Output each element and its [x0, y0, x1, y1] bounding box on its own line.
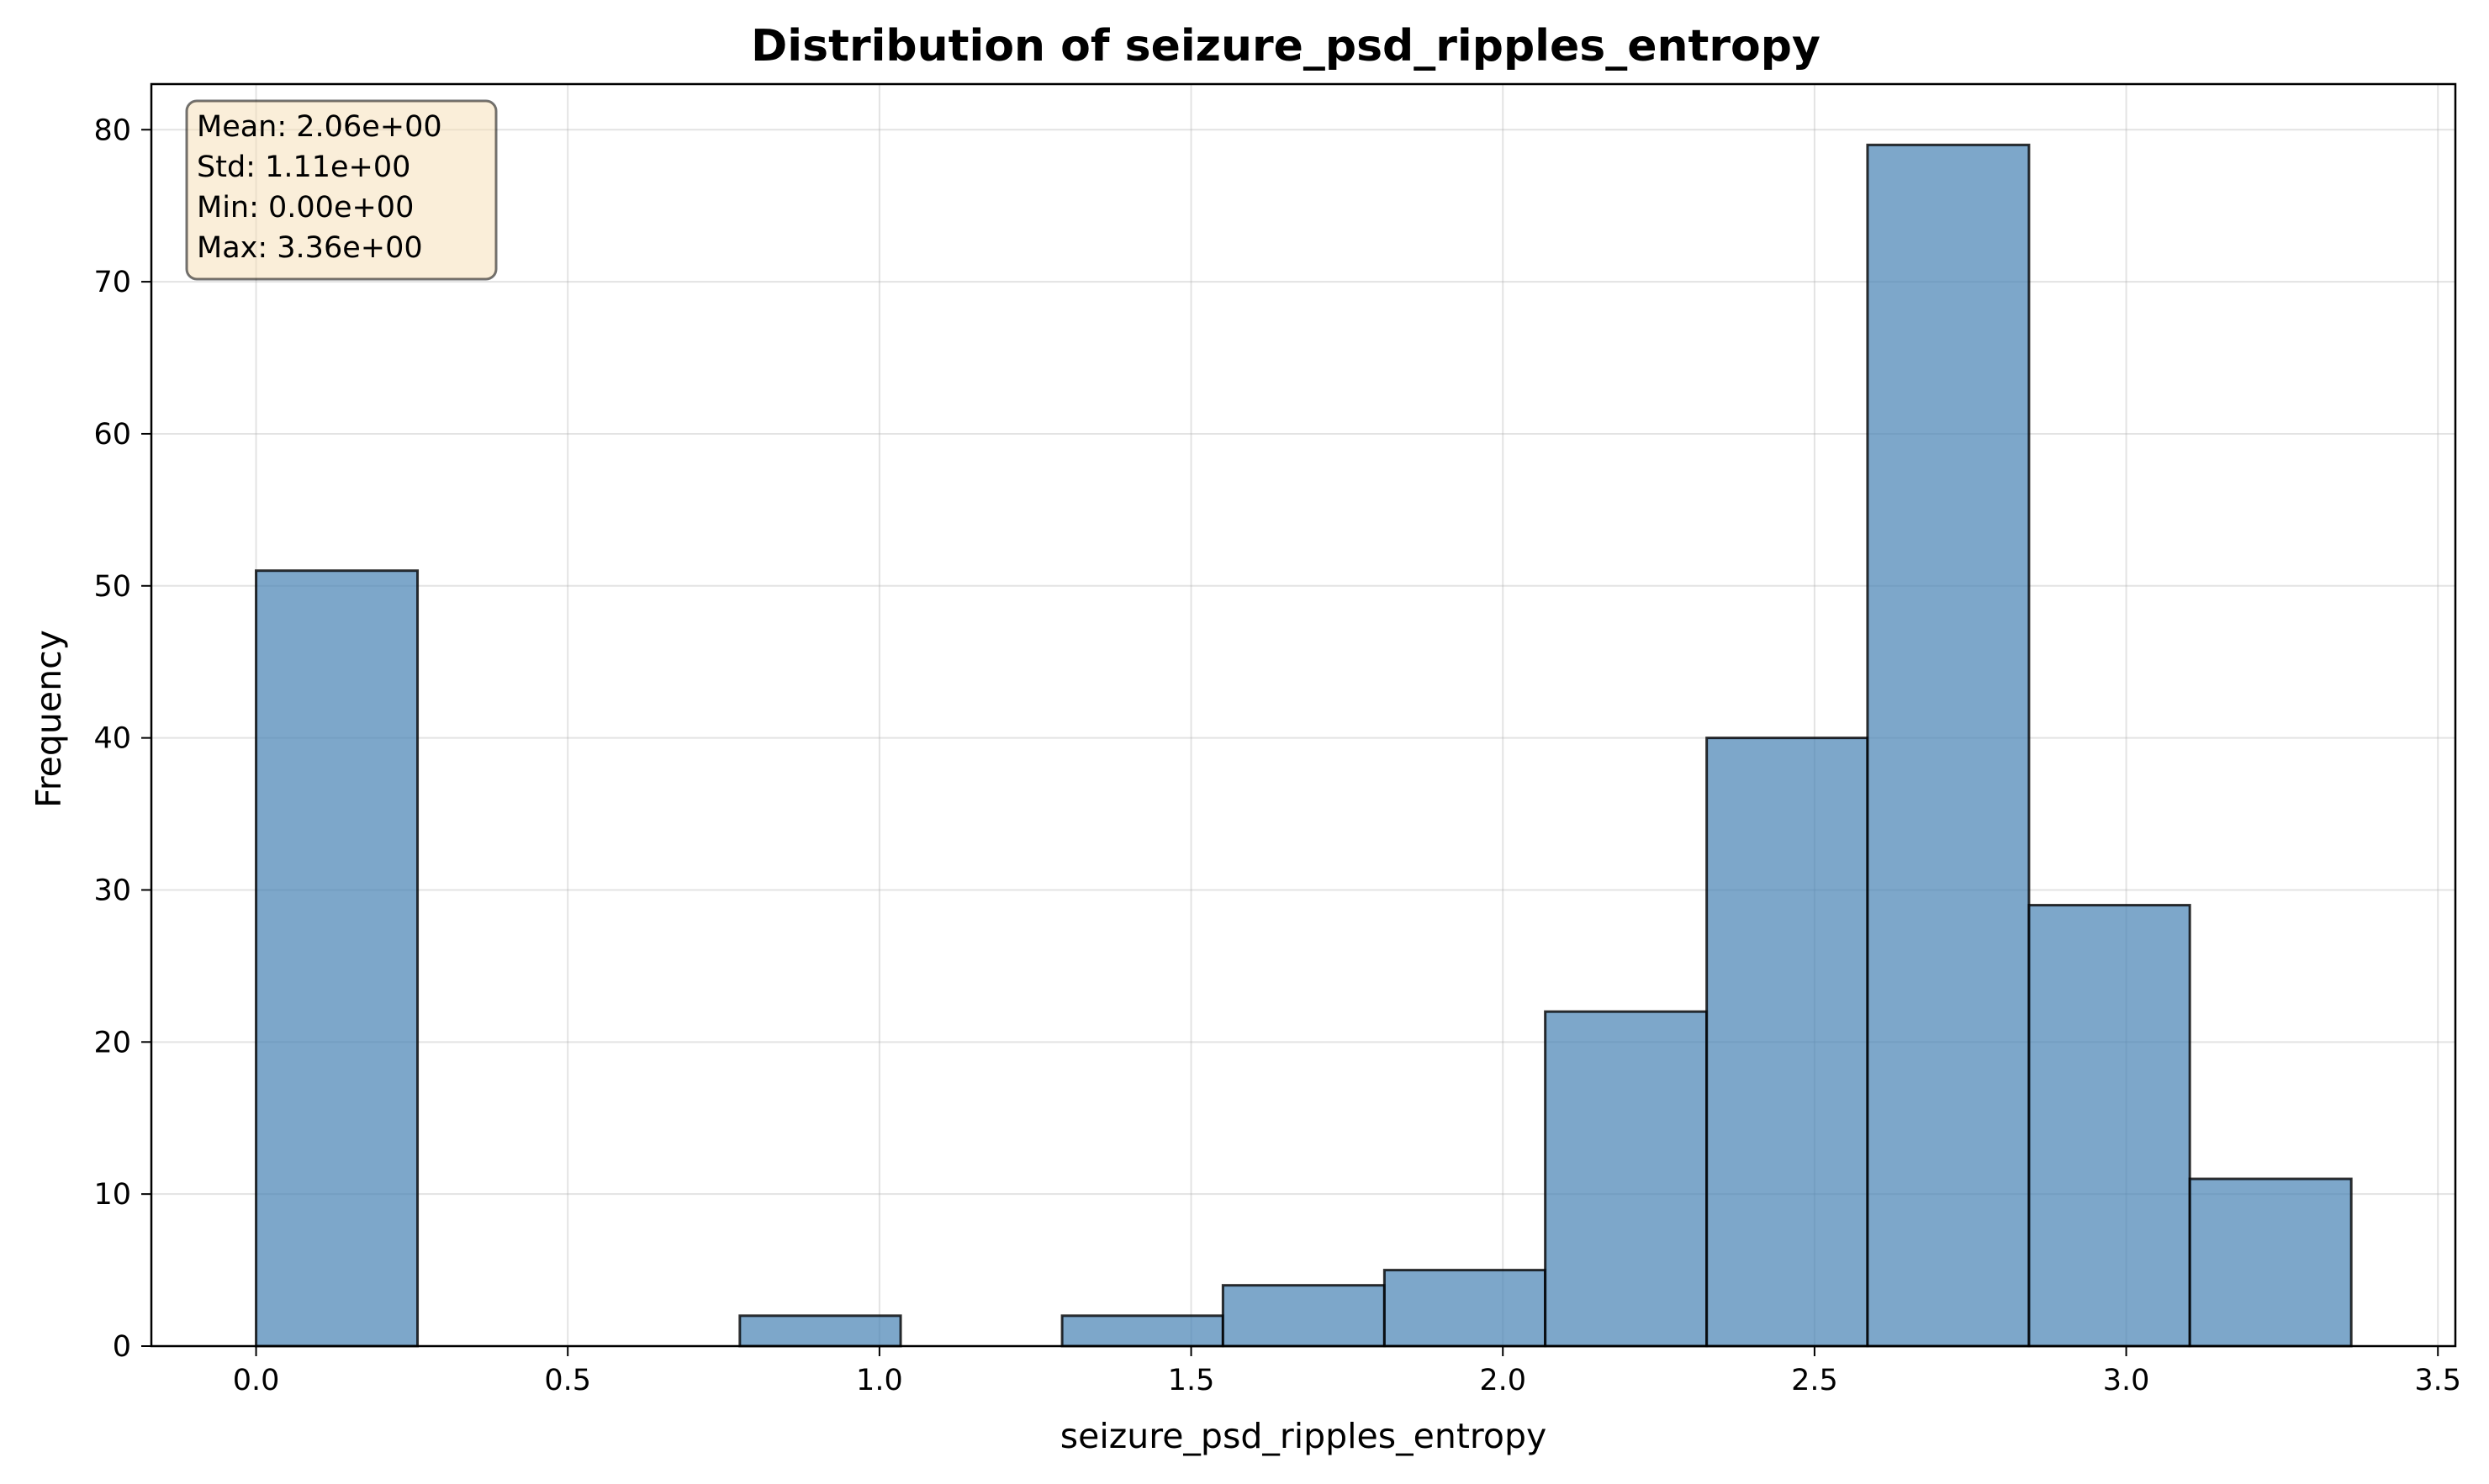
- y-tick-label-1: 10: [93, 1178, 131, 1212]
- stats-min: Min: 0.00e+00: [197, 191, 414, 224]
- x-tick-label-1: 0.5: [544, 1364, 591, 1397]
- histogram-bar-12: [2188, 1177, 2353, 1348]
- x-axis-ticks: 0.0 0.5 1.0 1.5 2.0 2.5 3.0 3.5: [233, 1346, 2461, 1397]
- y-tick-label-0: 0: [113, 1330, 131, 1364]
- stats-max: Max: 3.36e+00: [197, 231, 423, 265]
- x-tick-label-0: 0.0: [233, 1364, 280, 1397]
- x-tick-label-3: 1.5: [1168, 1364, 1215, 1397]
- grid: [151, 84, 2455, 1347]
- histogram-bar-11: [2027, 904, 2191, 1348]
- y-tick-label-8: 80: [93, 114, 131, 147]
- histogram-bar-0: [255, 569, 420, 1348]
- histogram-bar-3: [738, 1314, 902, 1348]
- y-tick-label-5: 50: [93, 570, 131, 604]
- histogram-bar-10: [1866, 143, 2031, 1348]
- stats-box: [185, 99, 498, 281]
- histogram-bar-8: [1544, 1010, 1709, 1348]
- histogram-bar-9: [1705, 737, 1869, 1348]
- histogram-bar-5: [1060, 1314, 1224, 1348]
- y-tick-label-3: 30: [93, 874, 131, 907]
- stats-annotation: Mean: 2.06e+00 Std: 1.11e+00 Min: 0.00e+…: [185, 99, 498, 281]
- x-tick-label-4: 2.0: [1479, 1364, 1526, 1397]
- y-tick-label-4: 40: [93, 722, 131, 756]
- x-tick-label-5: 2.5: [1791, 1364, 1838, 1397]
- histogram-bar-6: [1221, 1284, 1386, 1348]
- x-tick-label-2: 1.0: [856, 1364, 903, 1397]
- y-tick-label-2: 20: [93, 1026, 131, 1059]
- bars: [255, 143, 2353, 1348]
- plot-frame: [150, 82, 2457, 1348]
- y-axis-label: Frequency: [29, 630, 69, 808]
- x-axis-label: seizure_psd_ripples_entropy: [1060, 1416, 1546, 1456]
- x-tick-label-6: 3.0: [2103, 1364, 2150, 1397]
- y-axis-ticks: 0 10 20 30 40 50 60 70 80: [93, 114, 151, 1364]
- y-tick-label-6: 60: [93, 418, 131, 452]
- chart-title: Distribution of seizure_psd_ripples_entr…: [751, 21, 1821, 71]
- stats-mean: Mean: 2.06e+00: [197, 110, 442, 144]
- histogram-bar-7: [1382, 1269, 1547, 1348]
- y-tick-label-7: 70: [93, 266, 131, 299]
- x-tick-label-7: 3.5: [2414, 1364, 2461, 1397]
- stats-std: Std: 1.11e+00: [197, 151, 410, 184]
